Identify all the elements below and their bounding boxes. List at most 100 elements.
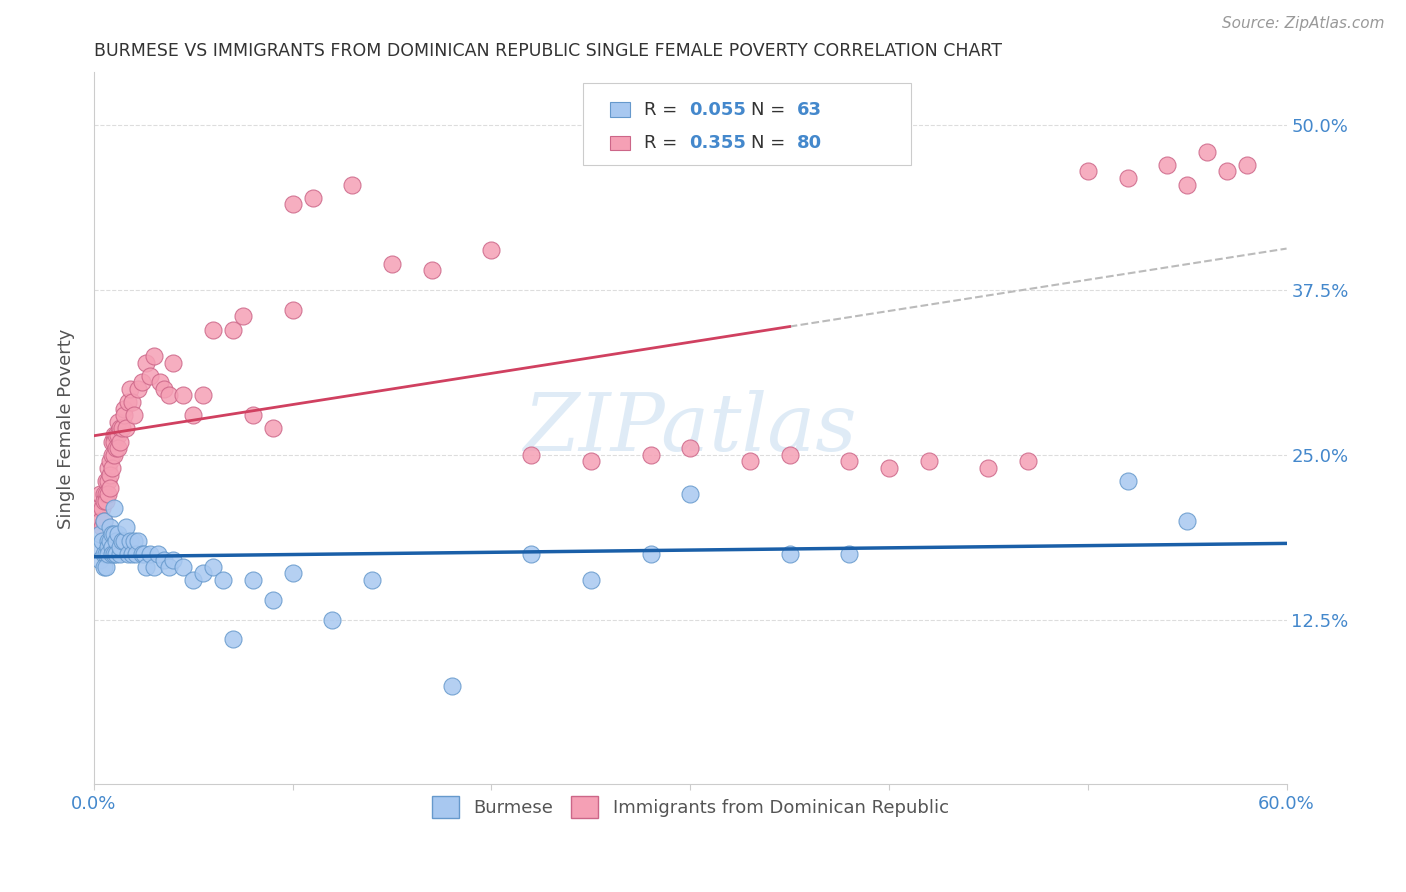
Point xyxy=(114,421,136,435)
Point xyxy=(262,592,284,607)
Point xyxy=(89,527,111,541)
Point xyxy=(1156,158,1178,172)
Point xyxy=(281,197,304,211)
Point xyxy=(977,461,1000,475)
Point xyxy=(679,487,702,501)
Point xyxy=(222,632,245,647)
Point xyxy=(111,421,134,435)
Text: 80: 80 xyxy=(797,134,821,153)
Point xyxy=(121,547,143,561)
Point xyxy=(93,487,115,501)
Point xyxy=(108,547,131,561)
Point xyxy=(242,409,264,423)
Text: R =: R = xyxy=(644,101,683,119)
Point xyxy=(838,454,860,468)
Point xyxy=(98,520,121,534)
Point xyxy=(104,441,127,455)
Point xyxy=(152,382,174,396)
Point xyxy=(202,560,225,574)
Text: R =: R = xyxy=(644,134,683,153)
Bar xyxy=(610,103,630,117)
Point xyxy=(281,302,304,317)
Point xyxy=(162,355,184,369)
Point xyxy=(112,533,135,548)
Point xyxy=(122,409,145,423)
Point xyxy=(142,560,165,574)
Point xyxy=(181,409,204,423)
Point xyxy=(121,395,143,409)
Point xyxy=(321,613,343,627)
Point xyxy=(112,401,135,416)
Point xyxy=(122,533,145,548)
Text: N =: N = xyxy=(751,101,792,119)
Point xyxy=(104,533,127,548)
Point xyxy=(94,560,117,574)
Point xyxy=(93,560,115,574)
Point xyxy=(132,547,155,561)
Point xyxy=(108,421,131,435)
Point xyxy=(118,382,141,396)
Point xyxy=(361,573,384,587)
Point xyxy=(779,448,801,462)
Point xyxy=(93,547,115,561)
Point xyxy=(98,481,121,495)
Point xyxy=(1077,164,1099,178)
Point xyxy=(579,573,602,587)
Point xyxy=(94,547,117,561)
Text: BURMESE VS IMMIGRANTS FROM DOMINICAN REPUBLIC SINGLE FEMALE POVERTY CORRELATION : BURMESE VS IMMIGRANTS FROM DOMINICAN REP… xyxy=(94,42,1002,60)
Point xyxy=(103,500,125,515)
Point xyxy=(103,448,125,462)
Point xyxy=(135,355,157,369)
Point xyxy=(172,560,194,574)
Point xyxy=(94,494,117,508)
Point xyxy=(212,573,235,587)
Point xyxy=(90,533,112,548)
Point xyxy=(138,368,160,383)
Point xyxy=(101,461,124,475)
Point xyxy=(107,415,129,429)
Text: 63: 63 xyxy=(797,101,821,119)
Point xyxy=(440,679,463,693)
Point xyxy=(152,553,174,567)
Point xyxy=(131,376,153,390)
Point xyxy=(420,263,443,277)
Point xyxy=(87,540,110,554)
Point xyxy=(738,454,761,468)
Point xyxy=(103,527,125,541)
Point xyxy=(103,547,125,561)
Point xyxy=(101,527,124,541)
Point xyxy=(262,421,284,435)
Point xyxy=(90,500,112,515)
Point xyxy=(222,322,245,336)
Point xyxy=(93,514,115,528)
Point xyxy=(103,428,125,442)
Point xyxy=(107,441,129,455)
Point xyxy=(193,388,215,402)
Point xyxy=(159,388,181,402)
Point xyxy=(1116,474,1139,488)
Point xyxy=(172,388,194,402)
FancyBboxPatch shape xyxy=(583,83,911,165)
Point xyxy=(877,461,900,475)
Point xyxy=(146,547,169,561)
Point xyxy=(1216,164,1239,178)
Point xyxy=(232,310,254,324)
Point xyxy=(1175,178,1198,192)
Point xyxy=(162,553,184,567)
Point xyxy=(93,494,115,508)
Point xyxy=(181,573,204,587)
Point xyxy=(101,448,124,462)
Point xyxy=(98,467,121,482)
Point xyxy=(1116,170,1139,185)
Text: 0.055: 0.055 xyxy=(689,101,747,119)
Point xyxy=(127,533,149,548)
Point xyxy=(89,514,111,528)
Point xyxy=(1197,145,1219,159)
Point xyxy=(89,487,111,501)
Text: Source: ZipAtlas.com: Source: ZipAtlas.com xyxy=(1222,16,1385,31)
Point xyxy=(1017,454,1039,468)
Point xyxy=(118,533,141,548)
Point xyxy=(117,395,139,409)
Point xyxy=(97,547,120,561)
Point xyxy=(101,540,124,554)
